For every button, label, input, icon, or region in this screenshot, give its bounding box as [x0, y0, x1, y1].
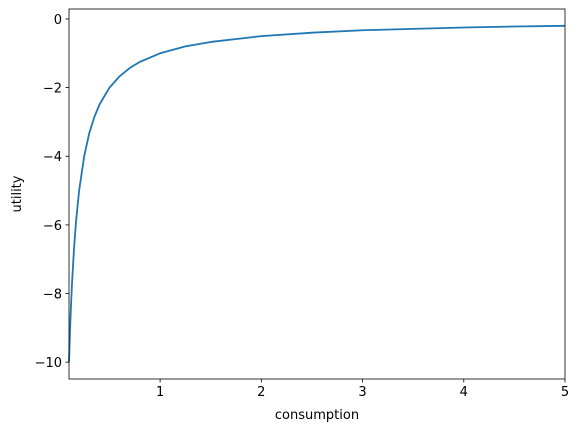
plot-frame — [68, 8, 566, 380]
x-tick-label: 1 — [156, 385, 164, 400]
x-tick-label: 2 — [257, 385, 265, 400]
y-tick-label: −10 — [35, 356, 62, 371]
x-axis-label: consumption — [275, 408, 359, 423]
x-tick-label: 3 — [358, 385, 366, 400]
y-tick-label: −2 — [43, 82, 62, 97]
x-tick-label: 4 — [460, 385, 468, 400]
y-tick-label: −8 — [43, 288, 62, 303]
y-tick-label: −4 — [43, 150, 62, 165]
y-axis-label: utility — [10, 175, 25, 212]
x-tick-label: 5 — [561, 385, 569, 400]
y-tick-label: 0 — [54, 13, 62, 28]
line-series — [68, 24, 566, 363]
y-tick-label: −6 — [43, 219, 62, 234]
